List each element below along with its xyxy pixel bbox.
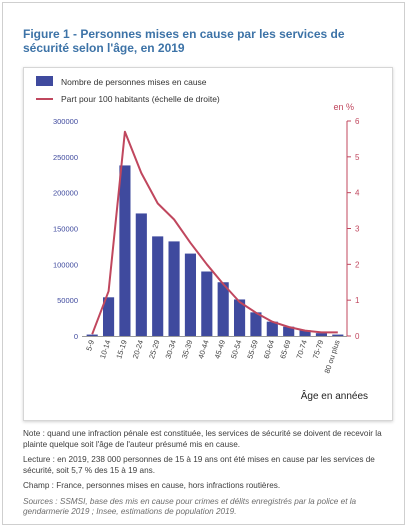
bar-75-79 <box>315 333 328 336</box>
sources-text: Sources : SSMSI, base des mis en cause p… <box>23 496 357 517</box>
x-tick-label-10: 55-59 <box>245 339 259 360</box>
bar-15-19 <box>119 165 131 336</box>
bar-35-39 <box>184 253 197 336</box>
legend: Nombre de personnes mises en cause Part … <box>36 76 220 104</box>
bar-65-69 <box>283 326 295 336</box>
left-tick-label-0: 0 <box>74 332 78 341</box>
legend-label-line: Part pour 100 habitants (échelle de droi… <box>61 94 220 104</box>
left-tick-label-1: 50000 <box>57 296 78 305</box>
left-tick-label-5: 250000 <box>53 153 78 162</box>
bar-30-34 <box>168 241 180 336</box>
x-tick-label-12: 65-69 <box>278 339 292 360</box>
x-tick-label-5: 30-34 <box>163 339 177 360</box>
x-tick-label-9: 50-54 <box>229 339 243 360</box>
x-tick-label-3: 20-24 <box>131 339 145 360</box>
right-tick-label-6: 6 <box>355 117 360 126</box>
right-tick-label-0: 0 <box>355 332 360 341</box>
figure-title: Figure 1 - Personnes mises en cause par … <box>23 27 345 55</box>
left-tick-label-6: 300000 <box>53 117 78 126</box>
x-tick-label-11: 60-64 <box>262 339 276 360</box>
notes: Note : quand une infraction pénale est c… <box>23 429 393 523</box>
left-tick-label-2: 100000 <box>53 260 78 269</box>
right-axis-unit-label: en % <box>333 102 354 112</box>
x-tick-label-6: 35-39 <box>180 339 194 360</box>
bar-40-44 <box>201 271 213 336</box>
legend-swatch-bar <box>36 76 53 86</box>
x-tick-label-4: 25-29 <box>147 339 161 360</box>
bar-70-74 <box>299 330 311 336</box>
x-tick-label-1: 10-14 <box>98 339 112 360</box>
share-line <box>91 130 338 335</box>
x-tick-label-13: 70-74 <box>294 339 308 360</box>
right-axis: 0 1 2 3 4 5 6 <box>346 117 360 341</box>
bar-80 ou plus <box>332 334 344 336</box>
right-tick-label-5: 5 <box>355 153 360 162</box>
bar-25-29 <box>152 236 164 336</box>
right-tick-label-4: 4 <box>355 189 360 198</box>
right-tick-label-1: 1 <box>355 296 360 305</box>
x-tick-label-7: 40-44 <box>196 339 210 360</box>
x-tick-label-14: 75-79 <box>311 339 325 360</box>
right-tick-label-2: 2 <box>355 260 360 269</box>
bar-5-9 <box>86 334 98 336</box>
x-tick-label-15: 80 ou plus <box>322 339 341 375</box>
bar-60-64 <box>266 321 278 336</box>
left-tick-label-4: 200000 <box>53 189 78 198</box>
bar-10-14 <box>102 297 115 336</box>
lecture-text: Lecture : en 2019, 238 000 personnes de … <box>23 455 375 475</box>
left-tick-label-3: 150000 <box>53 225 78 234</box>
bar-series <box>86 165 344 336</box>
legend-label-bar: Nombre de personnes mises en cause <box>61 77 207 87</box>
bar-20-24 <box>135 213 147 336</box>
note-text: Note : quand une infraction pénale est c… <box>23 429 382 449</box>
right-tick-label-3: 3 <box>355 225 360 234</box>
x-axis: 5-9 10-14 15-19 20-24 25-29 30-34 35-39 40-44 45… <box>84 339 342 375</box>
x-axis-title: Âge en années <box>301 389 368 402</box>
bar-45-49 <box>217 282 229 336</box>
chart: Nombre de personnes mises en cause Part … <box>36 76 368 402</box>
bar-55-59 <box>250 312 262 336</box>
x-tick-label-2: 15-19 <box>114 339 128 360</box>
x-tick-label-8: 45-49 <box>213 339 227 360</box>
x-tick-label-0: 5-9 <box>84 339 96 352</box>
champ-text: Champ : France, personnes mises en cause… <box>23 481 281 490</box>
chart-panel: Nombre de personnes mises en cause Part … <box>23 67 393 421</box>
bar-50-54 <box>233 299 246 336</box>
left-axis: 0 50000 100000 150000 200000 250000 300000 <box>53 117 78 341</box>
figure-frame: Figure 1 - Personnes mises en cause par … <box>2 2 405 525</box>
